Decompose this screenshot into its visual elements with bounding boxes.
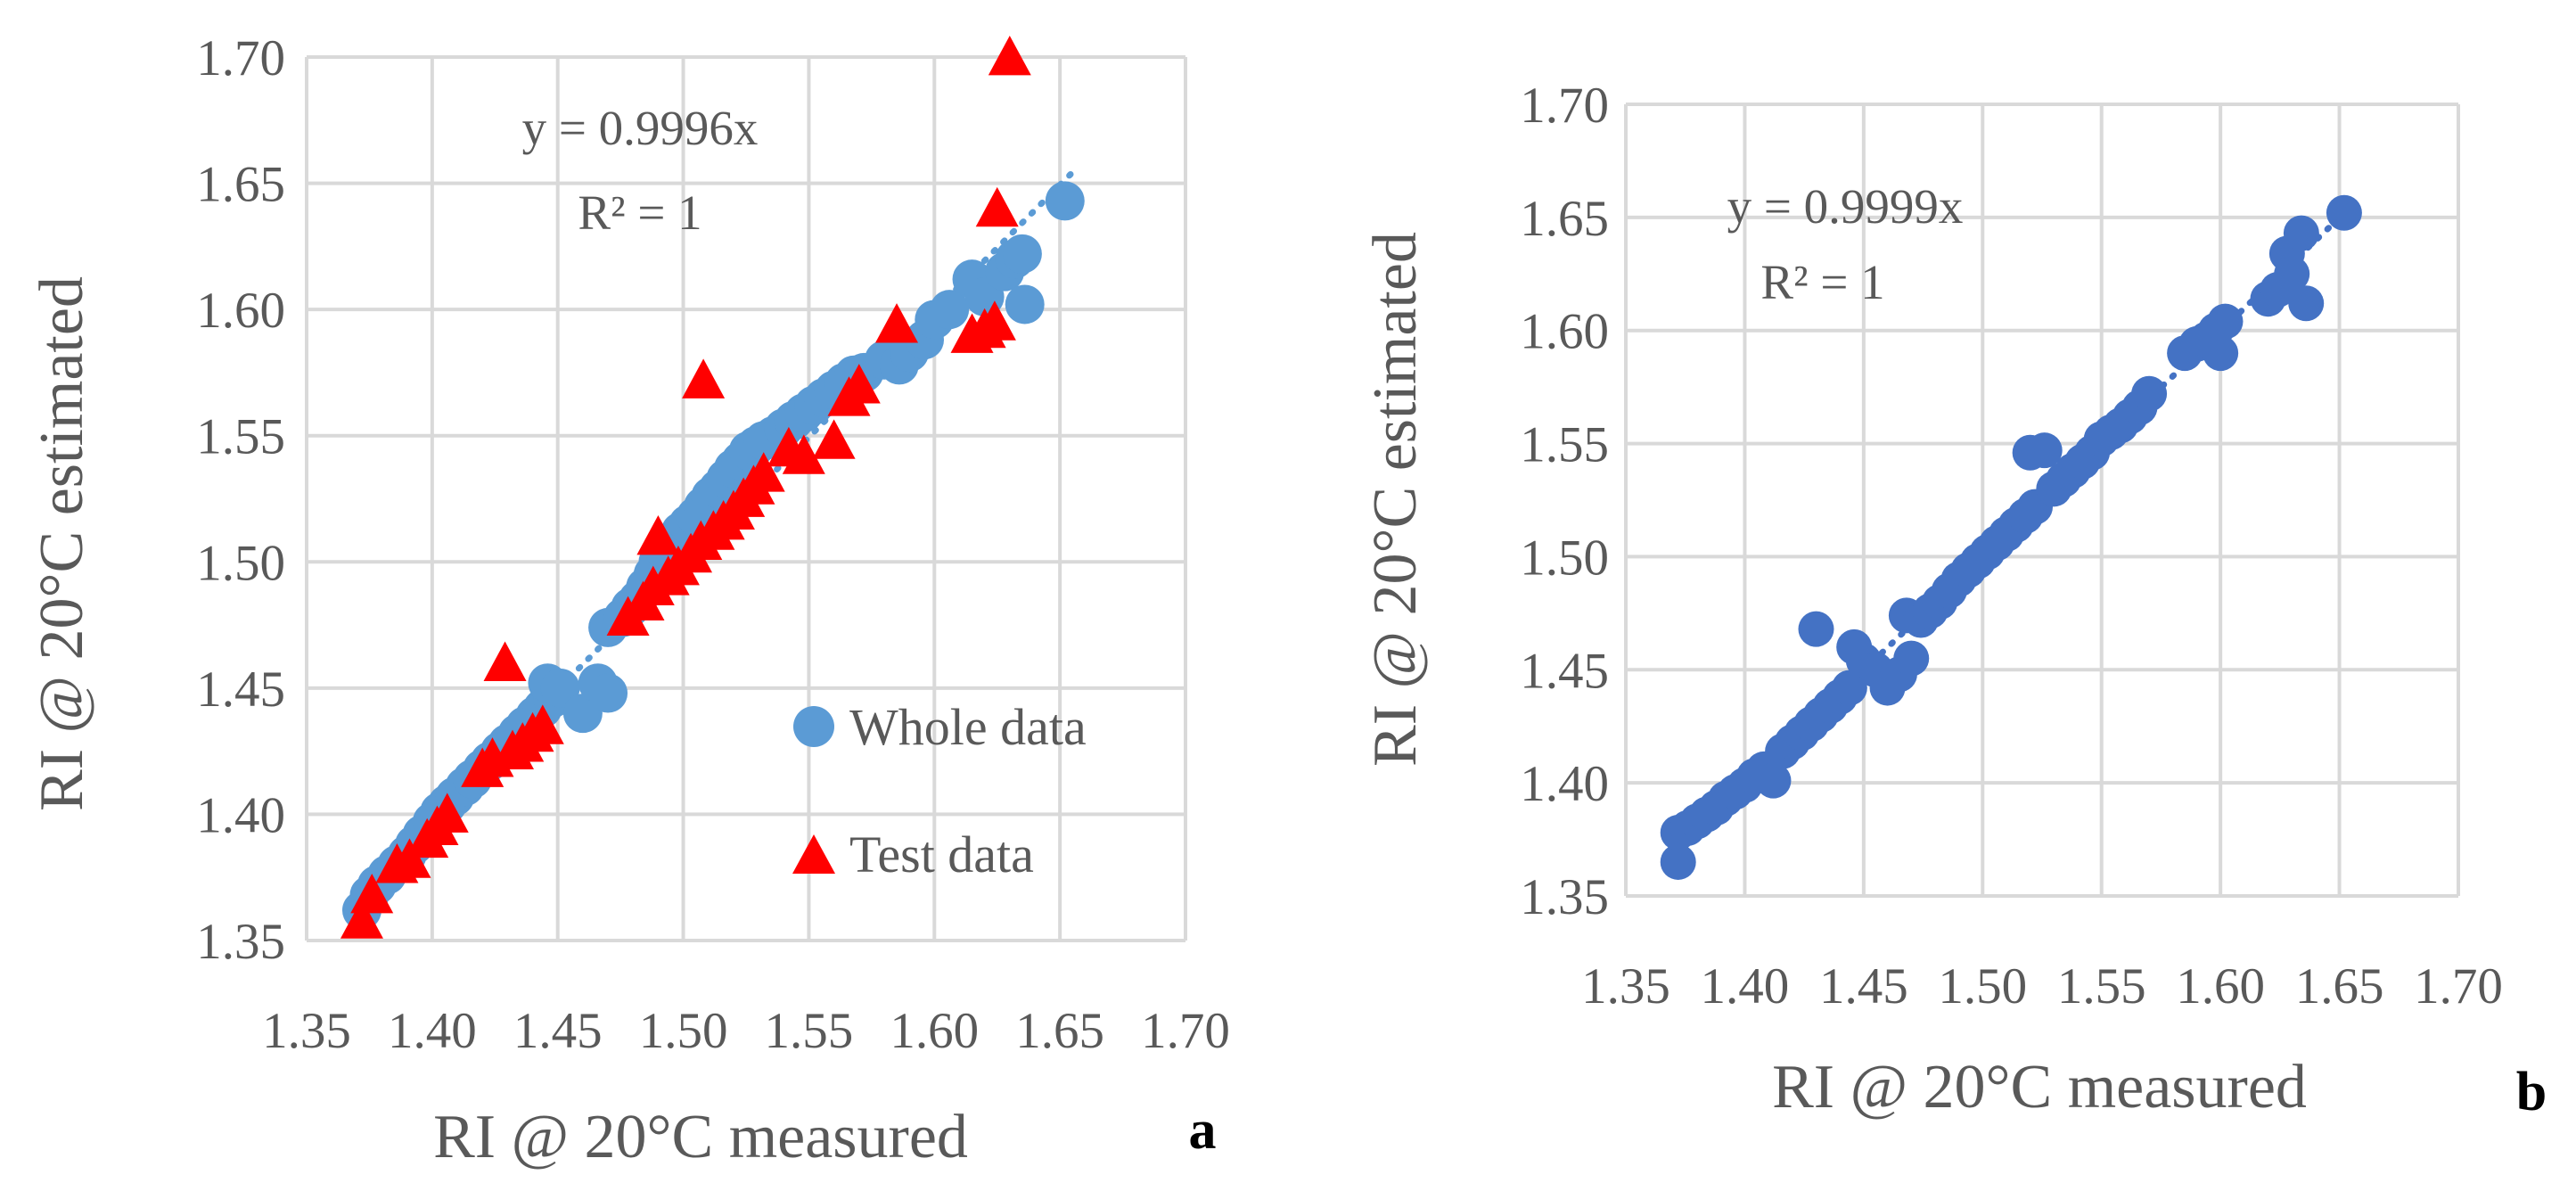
chart-b-equation: y = 0.9999x — [1727, 179, 1964, 234]
test-data-point — [812, 419, 856, 459]
whole-data-point — [540, 668, 580, 708]
chart-a-x-tick-label: 1.60 — [890, 1003, 979, 1059]
data-point — [1755, 762, 1792, 799]
panel-label-b: b — [2516, 1062, 2547, 1122]
chart-b-x-tick-label: 1.60 — [2176, 958, 2265, 1015]
chart-a-x-tick-label: 1.40 — [388, 1003, 477, 1059]
test-data-point — [742, 452, 785, 492]
chart-b-x-tick-label: 1.40 — [1701, 958, 1790, 1015]
chart-a-x-axis-title: RI @ 20°C measured — [433, 1103, 968, 1171]
chart-b-y-axis-title: RI @ 20°C estimated — [1361, 232, 1430, 767]
test-data-point — [425, 793, 469, 833]
data-point — [2203, 335, 2239, 372]
chart-b-x-tick-label: 1.65 — [2295, 958, 2384, 1015]
chart-a-x-tick-label: 1.45 — [513, 1003, 603, 1059]
chart-b-y-tick-label: 1.60 — [1520, 304, 1609, 360]
legend-whole-data-label: Whole data — [849, 698, 1087, 756]
data-point — [1893, 640, 1930, 677]
whole-data-point — [588, 673, 628, 713]
test-data-point — [988, 36, 1031, 76]
whole-data-point — [1045, 181, 1085, 221]
chart-a-x-tick-label: 1.55 — [765, 1003, 854, 1059]
test-data-point — [388, 838, 431, 878]
chart-a-y-tick-label: 1.50 — [196, 535, 285, 591]
chart-a-y-tick-label: 1.60 — [196, 283, 285, 339]
chart-b-x-tick-label: 1.55 — [2057, 958, 2146, 1015]
chart-a-y-tick-label: 1.55 — [196, 409, 285, 465]
chart-a-x-tick-label: 1.50 — [639, 1003, 728, 1059]
chart-a-r-squared: R² = 1 — [578, 185, 701, 240]
chart-b-x-tick-label: 1.45 — [1819, 958, 1908, 1015]
chart-a: 1.35 1.40 1.45 1.50 1.55 1.60 1.65 1.70 1.35 1.4… — [28, 30, 1230, 1171]
chart-a-x-tick-label: 1.35 — [262, 1003, 351, 1059]
data-point — [2283, 215, 2319, 251]
data-point — [2274, 256, 2310, 292]
legend-test-data-marker — [792, 834, 835, 874]
data-point — [2326, 194, 2362, 231]
chart-b-y-tick-label: 1.45 — [1520, 643, 1609, 699]
test-data-point — [350, 874, 394, 914]
data-point — [1798, 611, 1834, 647]
chart-a-equation: y = 0.9996x — [522, 101, 759, 155]
data-point — [2207, 303, 2244, 340]
chart-a-y-axis-title: RI @ 20°C estimated — [28, 276, 96, 811]
chart-b-x-tick-label: 1.50 — [1938, 958, 2027, 1015]
chart-b-x-tick-label: 1.70 — [2414, 958, 2503, 1015]
data-point — [2131, 375, 2168, 412]
chart-a-y-tick-labels: 1.35 1.40 1.45 1.50 1.55 1.60 1.65 1.70 — [196, 30, 285, 970]
chart-b-y-tick-label: 1.55 — [1520, 417, 1609, 473]
data-point — [1660, 843, 1696, 880]
panel-label-a: a — [1189, 1100, 1217, 1161]
chart-a-y-tick-label: 1.45 — [196, 661, 285, 718]
chart-b-x-tick-label: 1.35 — [1581, 958, 1670, 1015]
test-data-point — [972, 300, 1016, 341]
chart-b-x-tick-labels: 1.35 1.40 1.45 1.50 1.55 1.60 1.65 1.70 — [1581, 958, 2503, 1015]
whole-data-point — [930, 290, 970, 330]
chart-b-y-tick-label: 1.65 — [1520, 191, 1609, 247]
chart-b-x-axis-title: RI @ 20°C measured — [1772, 1053, 2307, 1121]
chart-b-y-tick-label: 1.35 — [1520, 869, 1609, 925]
whole-data-point — [1002, 234, 1042, 274]
chart-a-x-tick-label: 1.65 — [1015, 1003, 1104, 1059]
chart-a-y-tick-label: 1.65 — [196, 157, 285, 213]
chart-a-y-tick-label: 1.40 — [196, 787, 285, 843]
chart-b-y-tick-label: 1.40 — [1520, 756, 1609, 812]
legend-whole-data-marker — [793, 706, 834, 747]
test-data-point — [782, 434, 825, 474]
chart-a-y-tick-label: 1.35 — [196, 914, 285, 970]
test-data-point — [340, 899, 383, 939]
legend-test-data-label: Test data — [849, 826, 1034, 883]
chart-a-test-data-points — [340, 36, 1031, 939]
test-data-point — [636, 514, 680, 555]
chart-b-r-squared: R² = 1 — [1760, 255, 1884, 309]
chart-a-x-tick-labels: 1.35 1.40 1.45 1.50 1.55 1.60 1.65 1.70 — [262, 1003, 1230, 1059]
test-data-point — [875, 303, 919, 343]
chart-b: 1.35 1.40 1.45 1.50 1.55 1.60 1.65 1.70 1.35 1.4… — [1361, 78, 2547, 1122]
whole-data-point — [1005, 284, 1045, 325]
chart-b-data-points — [1660, 194, 2362, 880]
chart-a-x-tick-label: 1.70 — [1141, 1003, 1230, 1059]
test-data-point — [975, 186, 1019, 227]
test-data-point — [483, 641, 527, 681]
chart-a-y-tick-label: 1.70 — [196, 30, 285, 86]
chart-b-y-tick-label: 1.70 — [1520, 78, 1609, 134]
test-data-point — [521, 704, 564, 744]
chart-b-y-tick-labels: 1.35 1.40 1.45 1.50 1.55 1.60 1.65 1.70 — [1520, 78, 1609, 925]
data-point — [2288, 285, 2325, 322]
test-data-point — [837, 364, 881, 404]
data-point — [2026, 432, 2063, 469]
data-point — [1831, 670, 1867, 706]
test-data-point — [682, 358, 726, 398]
chart-b-y-tick-label: 1.50 — [1520, 530, 1609, 586]
